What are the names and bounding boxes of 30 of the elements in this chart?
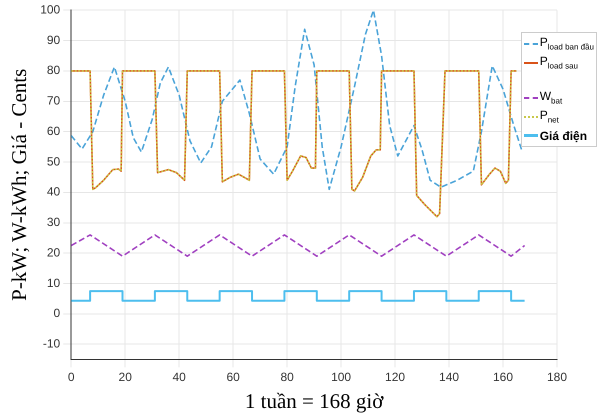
x-tick-label: 120 (385, 370, 406, 384)
y-tick-label: 90 (46, 32, 61, 47)
y-tick-label: -10 (42, 336, 61, 351)
y-axis-title: P-kW; W-kWh; Giá - Cents (7, 68, 32, 301)
x-tick-label: 180 (546, 370, 568, 384)
x-tick-label: 0 (68, 370, 75, 384)
y-tick-label: 100 (40, 2, 61, 17)
legend-label: P$_{load sau}$ (540, 54, 578, 71)
y-tick-label: 0 (54, 306, 61, 320)
x-tick-label: 80 (280, 370, 294, 384)
x-tick-label: 40 (172, 370, 186, 384)
y-tick-label: 30 (46, 215, 61, 230)
x-axis-title: 1 tuần = 168 giờ (244, 388, 384, 413)
y-tick-label: 20 (46, 245, 61, 260)
x-tick-label: 160 (493, 370, 514, 384)
legend-label: P$_{net}$ (540, 108, 559, 125)
x-tick-label: 100 (331, 370, 352, 384)
legend-label: W$_{bat}$ (540, 89, 562, 106)
legend-label: P$_{load ban đầu}$ (540, 35, 594, 52)
y-tick-label: 10 (46, 276, 61, 290)
y-tick-label: 80 (46, 63, 61, 78)
legend-label: Giá điện (540, 128, 588, 142)
y-tick-label: 70 (46, 94, 61, 108)
line-series (71, 10, 523, 190)
y-tick-label: 60 (46, 124, 61, 138)
x-tick-label: 140 (439, 370, 460, 384)
x-tick-label: 20 (118, 370, 132, 384)
y-tick-label: 50 (46, 154, 61, 168)
x-tick-label: 60 (226, 370, 240, 384)
y-tick-label: 40 (46, 184, 61, 199)
